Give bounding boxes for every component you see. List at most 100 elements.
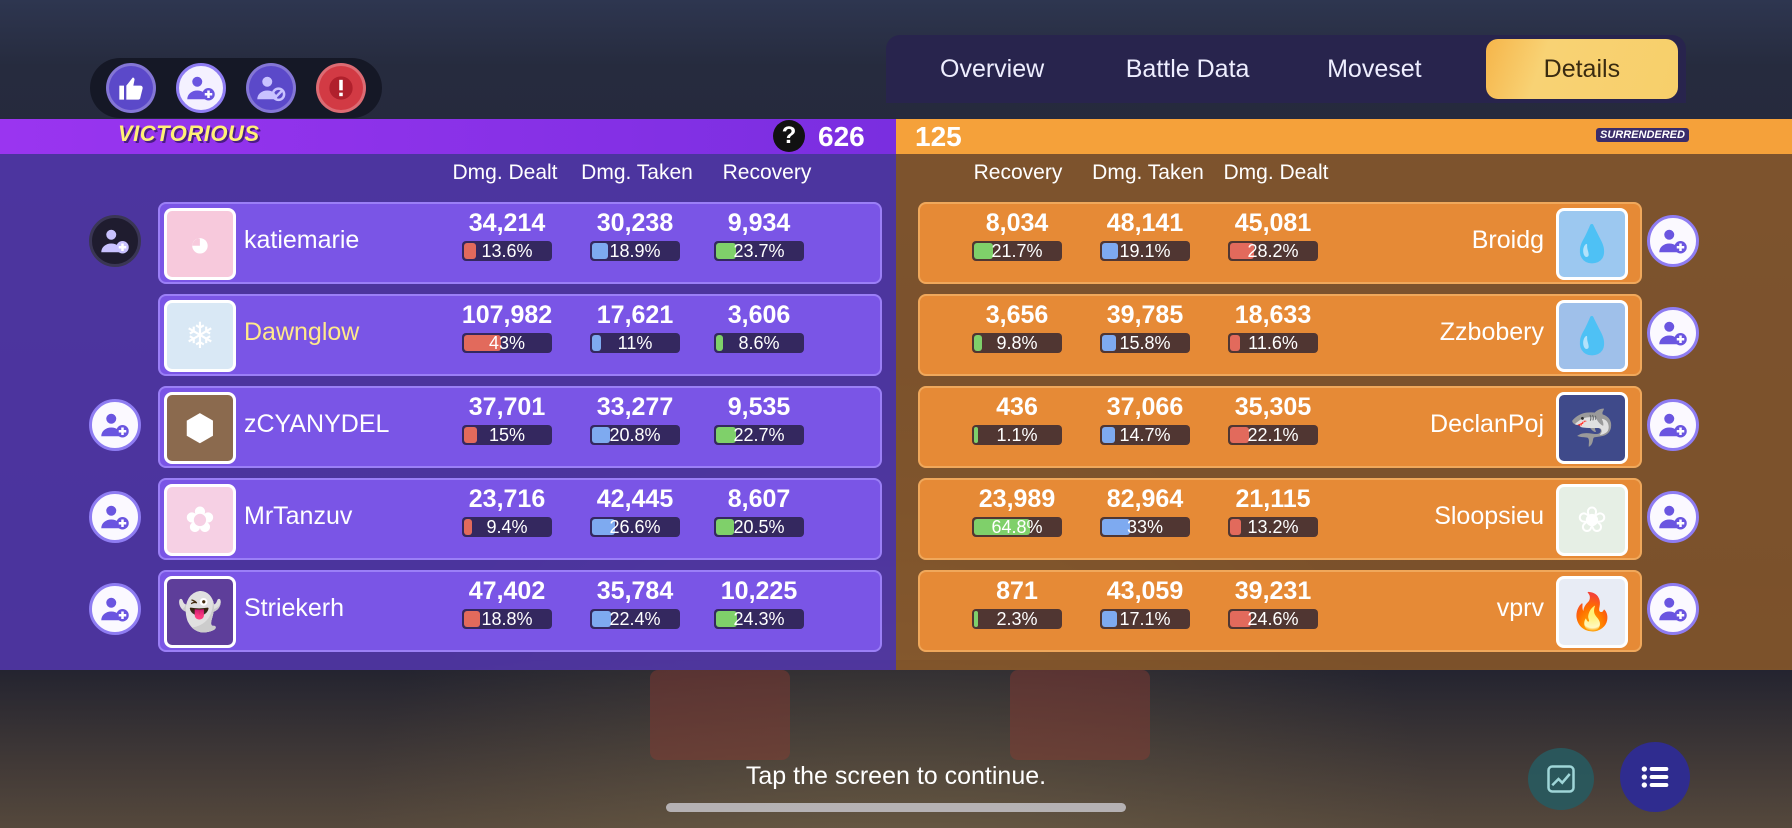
add-friend-button[interactable]	[89, 399, 141, 451]
recovery-value: 10,225	[720, 577, 798, 605]
right-player-row[interactable]: 436 1.1% 37,066 14.7% 35,305 22.1% Decla…	[918, 386, 1642, 468]
recovery-percent-bar: 20.5%	[714, 517, 804, 537]
player-name: zCYANYDEL	[244, 410, 390, 438]
player-name: Striekerh	[244, 594, 345, 622]
dealt-percent-fill	[1230, 335, 1240, 351]
stats-graph-button[interactable]	[1528, 748, 1594, 810]
taken-percent-bar: 11%	[590, 333, 680, 353]
dealt-percent-bar: 22.1%	[1228, 425, 1318, 445]
taken-value: 30,238	[596, 209, 674, 237]
right-player-row[interactable]: 3,656 9.8% 39,785 15.8% 18,633 11.6% Zzb…	[918, 294, 1642, 376]
player-name: Dawnglow	[244, 318, 360, 346]
like-button[interactable]	[106, 63, 156, 113]
dealt-percent-text: 9.4%	[486, 517, 528, 537]
dealt-percent-text: 18.8%	[481, 609, 533, 629]
player-name: katiemarie	[244, 226, 360, 254]
taken-value: 37,066	[1106, 393, 1184, 421]
left-player-row[interactable]: ◕ katiemarie 34,214 13.6% 30,238 18.9% 9…	[158, 202, 882, 284]
taken-percent-text: 20.8%	[609, 425, 661, 445]
taken-stat: 48,141 19.1%	[1090, 208, 1200, 261]
taken-percent-bar: 17.1%	[1100, 609, 1190, 629]
recovery-percent-bar: 23.7%	[714, 241, 804, 261]
add-friend-button[interactable]	[1647, 583, 1699, 635]
column-header-recovery: Recovery	[973, 161, 1063, 184]
tab-bar: Overview Battle Data Moveset Details	[886, 35, 1686, 103]
add-friend-button[interactable]	[89, 215, 141, 267]
talonflame-avatar: 🔥	[1556, 576, 1628, 648]
add-friend-button[interactable]	[176, 63, 226, 113]
taken-stat: 17,621 11%	[580, 300, 690, 353]
report-player-button[interactable]	[316, 63, 366, 113]
home-indicator[interactable]	[666, 803, 1126, 812]
recovery-value: 8,607	[727, 485, 791, 513]
recovery-value: 8,034	[985, 209, 1049, 237]
recovery-percent-fill	[974, 611, 978, 627]
recovery-stat: 3,656 9.8%	[962, 300, 1072, 353]
add-friend-button[interactable]	[1647, 215, 1699, 267]
taken-stat: 37,066 14.7%	[1090, 392, 1200, 445]
taken-percent-fill	[1102, 243, 1118, 259]
taken-percent-fill	[592, 519, 615, 535]
left-player-row[interactable]: ⬢ zCYANYDEL 37,701 15% 33,277 20.8% 9,53…	[158, 386, 882, 468]
tab-battle-data[interactable]: Battle Data	[1125, 55, 1250, 83]
recovery-percent-text: 22.7%	[733, 425, 785, 445]
add-friend-icon	[1659, 505, 1687, 530]
recovery-percent-text: 24.3%	[733, 609, 785, 629]
taken-percent-bar: 15.8%	[1100, 333, 1190, 353]
add-friend-icon	[1659, 321, 1687, 346]
player-name: Broidg	[1471, 226, 1544, 254]
recovery-percent-fill	[716, 243, 736, 259]
add-friend-button[interactable]	[1647, 491, 1699, 543]
taken-percent-fill	[1102, 427, 1115, 443]
dealt-percent-fill	[1230, 611, 1251, 627]
dealt-stat: 107,982 43%	[452, 300, 562, 353]
recovery-value: 3,606	[727, 301, 791, 329]
left-player-row[interactable]: ❄ Dawnglow 107,982 43% 17,621 11% 3,606 …	[158, 294, 882, 376]
left-player-row[interactable]: 👻 Striekerh 47,402 18.8% 35,784 22.4% 10…	[158, 570, 882, 652]
tab-overview[interactable]: Overview	[940, 55, 1045, 83]
alolan-ninetales-avatar: ❄	[164, 300, 236, 372]
taken-percent-text: 17.1%	[1119, 609, 1171, 629]
right-player-row[interactable]: 8,034 21.7% 48,141 19.1% 45,081 28.2% Br…	[918, 202, 1642, 284]
help-icon[interactable]: ?	[773, 120, 805, 152]
recovery-percent-text: 21.7%	[991, 241, 1043, 261]
taken-percent-bar: 14.7%	[1100, 425, 1190, 445]
taken-percent-text: 14.7%	[1119, 425, 1171, 445]
taken-stat: 43,059 17.1%	[1090, 576, 1200, 629]
recovery-percent-text: 20.5%	[733, 517, 785, 537]
block-user-icon	[257, 76, 286, 102]
taken-value: 17,621	[596, 301, 674, 329]
add-friend-button[interactable]	[89, 491, 141, 543]
recovery-stat: 9,934 23.7%	[704, 208, 814, 261]
add-friend-icon	[1659, 413, 1687, 438]
menu-list-button[interactable]	[1620, 742, 1690, 812]
add-friend-button[interactable]	[1647, 307, 1699, 359]
add-friend-button[interactable]	[1647, 399, 1699, 451]
right-player-row[interactable]: 871 2.3% 43,059 17.1% 39,231 24.6% vprv …	[918, 570, 1642, 652]
tab-moveset[interactable]: Moveset	[1327, 55, 1422, 83]
taken-percent-fill	[592, 335, 601, 351]
eldegoss-avatar: ❀	[1556, 484, 1628, 556]
recovery-percent-text: 2.3%	[996, 609, 1038, 629]
player-name: DeclanPoj	[1430, 410, 1544, 438]
taken-value: 42,445	[596, 485, 674, 513]
surrendered-badge: SURRENDERED	[1596, 128, 1689, 142]
taken-percent-text: 33%	[1126, 517, 1164, 537]
block-player-button[interactable]	[246, 63, 296, 113]
recovery-value: 23,989	[978, 485, 1056, 513]
left-player-row[interactable]: ✿ MrTanzuv 23,716 9.4% 42,445 26.6% 8,60…	[158, 478, 882, 560]
taken-percent-bar: 19.1%	[1100, 241, 1190, 261]
inteleon-avatar: 💧	[1556, 208, 1628, 280]
taken-percent-fill	[1102, 519, 1130, 535]
right-player-row[interactable]: 23,989 64.8% 82,964 33% 21,115 13.2% Slo…	[918, 478, 1642, 560]
dealt-percent-bar: 15%	[462, 425, 552, 445]
add-friend-icon	[101, 413, 129, 438]
gengar-avatar: 👻	[164, 576, 236, 648]
dealt-percent-text: 13.6%	[481, 241, 533, 261]
tab-details[interactable]: Details	[1485, 39, 1678, 99]
continue-prompt[interactable]: Tap the screen to continue.	[745, 762, 1047, 790]
recovery-stat: 8,034 21.7%	[962, 208, 1072, 261]
dealt-percent-text: 24.6%	[1247, 609, 1299, 629]
taken-percent-text: 26.6%	[609, 517, 661, 537]
add-friend-button[interactable]	[89, 583, 141, 635]
